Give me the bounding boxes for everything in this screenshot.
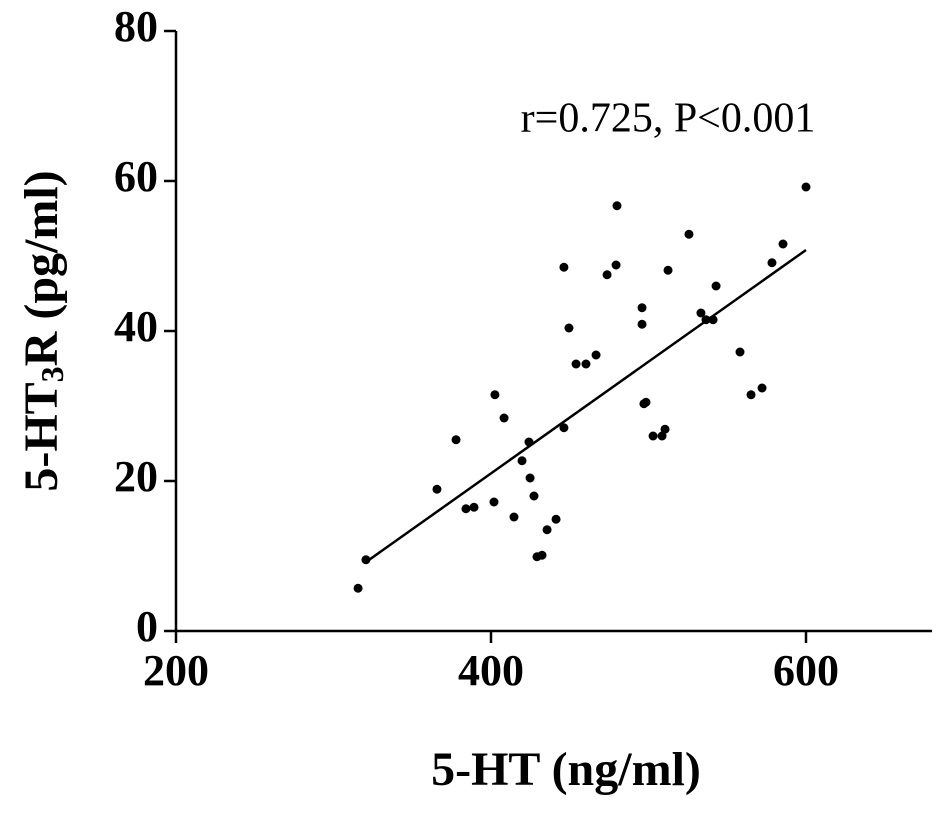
data-point	[648, 431, 658, 441]
data-point	[361, 555, 371, 565]
data-point	[525, 473, 535, 483]
data-point	[641, 397, 651, 407]
annotation: r=0.725, P<0.001	[521, 96, 816, 142]
data-point	[735, 347, 745, 357]
data-point	[591, 350, 601, 360]
data-point	[684, 229, 694, 239]
data-point	[612, 201, 622, 211]
data-point	[711, 281, 721, 291]
x-tick-label: 400	[458, 646, 524, 695]
y-tick-label: 0	[136, 602, 158, 651]
data-point	[581, 359, 591, 369]
data-point	[542, 525, 552, 535]
data-point	[461, 504, 471, 514]
data-point	[757, 383, 767, 393]
data-point	[517, 456, 527, 466]
data-point	[524, 437, 534, 447]
data-point	[529, 491, 539, 501]
regression-line	[364, 248, 807, 564]
y-tick-label: 40	[114, 302, 158, 351]
y-tick-label: 60	[114, 152, 158, 201]
y-axis-label: 5-HT3R (pg/ml)	[15, 170, 70, 491]
data-point	[571, 359, 581, 369]
x-tick-label: 200	[143, 646, 209, 695]
data-point	[499, 413, 509, 423]
data-point	[663, 265, 673, 275]
data-point	[559, 423, 569, 433]
x-tick-label: 600	[773, 646, 839, 695]
data-point	[490, 390, 500, 400]
data-point	[353, 583, 363, 593]
data-point	[469, 502, 479, 512]
data-point	[701, 315, 711, 325]
data-point	[660, 424, 670, 434]
data-point	[451, 435, 461, 445]
data-point	[602, 270, 612, 280]
y-label-subscript: 3	[34, 366, 70, 382]
data-point	[696, 308, 706, 318]
data-point	[551, 514, 561, 524]
data-point	[637, 319, 647, 329]
data-point	[708, 315, 718, 325]
data-point	[746, 390, 756, 400]
data-point	[509, 512, 519, 522]
data-point	[801, 182, 811, 192]
data-point	[432, 484, 442, 494]
data-point	[767, 258, 777, 268]
data-point	[657, 431, 667, 441]
data-point	[778, 239, 788, 249]
y-tick-label: 20	[114, 452, 158, 501]
data-point	[489, 497, 499, 507]
y-tick-label: 80	[114, 2, 158, 51]
data-point	[611, 260, 621, 270]
data-point	[637, 303, 647, 313]
data-point	[564, 323, 574, 333]
y-label-part: R (pg/ml)	[15, 170, 68, 366]
data-point	[537, 550, 547, 560]
x-axis-label: 5-HT (ng/ml)	[431, 743, 701, 796]
data-point	[559, 262, 569, 272]
y-label-part: 5-HT	[15, 382, 68, 491]
